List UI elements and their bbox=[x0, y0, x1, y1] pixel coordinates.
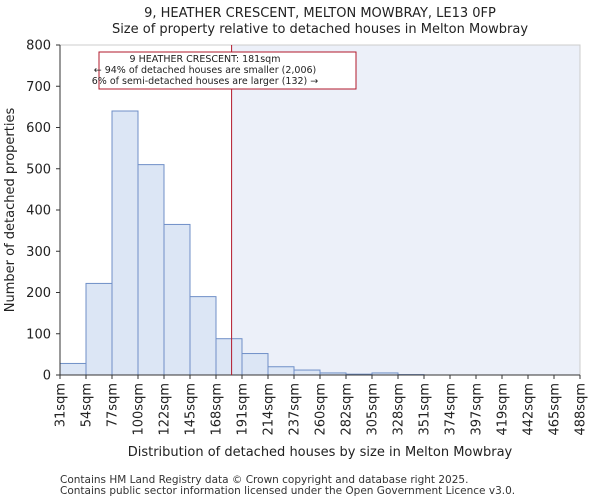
x-tick-label: 77sqm bbox=[106, 383, 121, 427]
y-tick-label: 800 bbox=[26, 39, 51, 54]
x-tick-label: 100sqm bbox=[132, 383, 147, 436]
title-line-1: 9, HEATHER CRESCENT, MELTON MOWBRAY, LE1… bbox=[144, 6, 496, 21]
x-tick-label: 168sqm bbox=[210, 383, 225, 436]
title-line-2: Size of property relative to detached ho… bbox=[112, 22, 528, 37]
annotation-line-1: 9 HEATHER CRESCENT: 181sqm bbox=[130, 54, 281, 65]
x-tick-label: 397sqm bbox=[470, 383, 485, 436]
x-tick-label: 328sqm bbox=[392, 383, 407, 436]
x-tick-label: 305sqm bbox=[366, 383, 381, 436]
x-tick-label: 191sqm bbox=[236, 383, 251, 436]
bar bbox=[267, 366, 295, 376]
bar bbox=[189, 296, 217, 376]
bars bbox=[59, 110, 425, 376]
bar bbox=[163, 223, 191, 376]
x-tick-label: 442sqm bbox=[522, 383, 537, 436]
x-axis: 31sqm 54sqm 77sqm 100sqm 122sqm 145sqm 168sqm 1… bbox=[54, 375, 589, 436]
y-tick-label: 500 bbox=[26, 162, 51, 177]
highlight-region bbox=[231, 45, 580, 375]
x-tick-label: 419sqm bbox=[496, 383, 511, 436]
x-axis-label: Distribution of detached houses by size … bbox=[128, 445, 513, 460]
x-tick-label: 122sqm bbox=[158, 383, 173, 436]
bar bbox=[293, 369, 321, 376]
y-tick-label: 700 bbox=[26, 80, 51, 95]
annotation-line-2: ← 94% of detached houses are smaller (2,… bbox=[94, 65, 317, 76]
bar bbox=[59, 362, 87, 376]
x-tick-label: 214sqm bbox=[262, 383, 277, 436]
x-tick-label: 31sqm bbox=[54, 383, 69, 427]
footer-line-1: Contains HM Land Registry data © Crown c… bbox=[60, 474, 468, 486]
y-tick-label: 600 bbox=[26, 121, 51, 136]
y-tick-label: 100 bbox=[26, 327, 51, 342]
x-tick-label: 282sqm bbox=[340, 383, 355, 436]
y-tick-label: 200 bbox=[26, 286, 51, 301]
x-tick-label: 237sqm bbox=[288, 383, 303, 436]
y-tick-label: 0 bbox=[43, 369, 51, 384]
bar bbox=[111, 110, 139, 376]
x-tick-label: 54sqm bbox=[80, 383, 95, 427]
chart-title: 9, HEATHER CRESCENT, MELTON MOWBRAY, LE1… bbox=[112, 6, 528, 37]
y-axis-label: Number of detached properties bbox=[3, 108, 18, 313]
bar bbox=[137, 164, 165, 376]
x-tick-label: 488sqm bbox=[574, 383, 589, 436]
annotation-line-3: 6% of semi-detached houses are larger (1… bbox=[92, 76, 319, 87]
x-tick-label: 374sqm bbox=[444, 383, 459, 436]
x-tick-label: 145sqm bbox=[184, 383, 199, 436]
annotation-box: 9 HEATHER CRESCENT: 181sqm ← 94% of deta… bbox=[92, 51, 357, 90]
x-tick-label: 260sqm bbox=[314, 383, 329, 436]
annotation-border bbox=[98, 51, 357, 90]
y-axis: 0 100 200 300 400 500 600 700 800 bbox=[26, 39, 60, 384]
y-tick-label: 400 bbox=[26, 204, 51, 219]
bar bbox=[241, 353, 269, 376]
x-tick-label: 351sqm bbox=[418, 383, 433, 436]
y-tick-label: 300 bbox=[26, 245, 51, 260]
bar bbox=[215, 338, 243, 376]
bar bbox=[85, 282, 113, 376]
x-tick-label: 465sqm bbox=[548, 383, 563, 436]
footer-line-2: Contains public sector information licen… bbox=[60, 485, 515, 497]
